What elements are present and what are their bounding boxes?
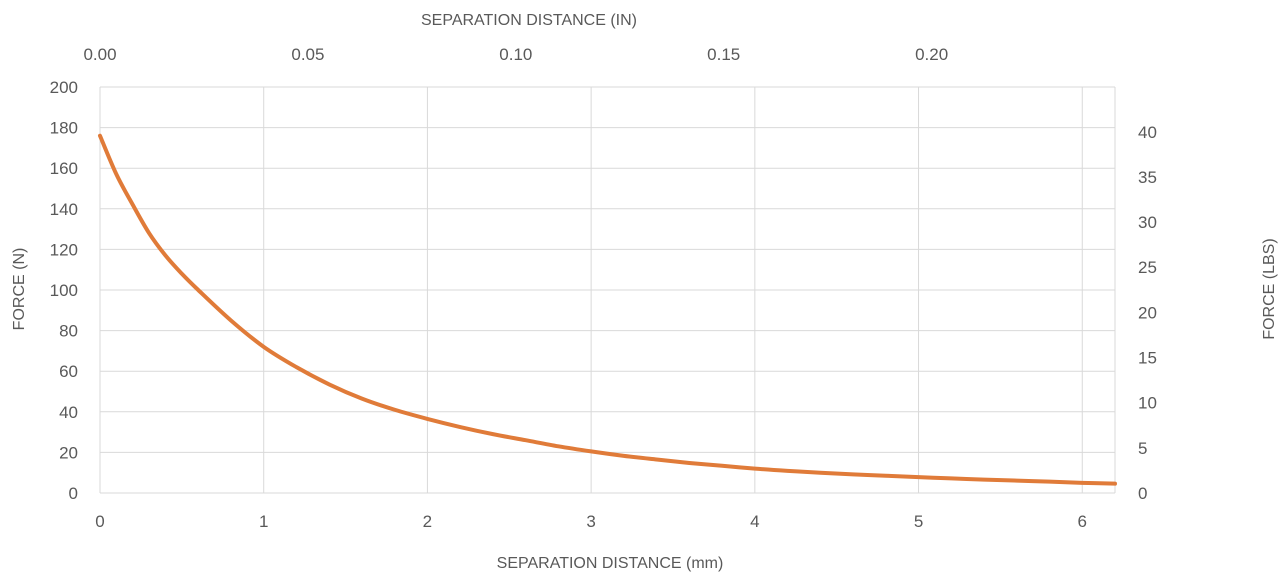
y-tick-label-9: 180 [50,119,78,138]
y2-tick-label-2: 10 [1138,394,1157,413]
y2-tick-label-5: 25 [1138,258,1157,277]
x-axis-title: SEPARATION DISTANCE (mm) [497,555,724,572]
x2-tick-label-3: 0.15 [707,45,740,64]
y-tick-label-0: 0 [69,484,78,503]
y2-axis-ticks: 0 5 10 15 20 25 30 35 40 [1138,123,1157,503]
y-tick-label-5: 100 [50,281,78,300]
y-tick-label-6: 120 [50,240,78,259]
x-tick-label-6: 6 [1078,512,1087,531]
y2-tick-label-8: 40 [1138,123,1157,142]
x-tick-label-0: 0 [95,512,104,531]
y2-tick-label-7: 35 [1138,168,1157,187]
y-axis-ticks: 0 20 40 60 80 100 120 140 160 180 200 [50,78,78,503]
x2-tick-label-1: 0.05 [291,45,324,64]
x2-tick-label-2: 0.10 [499,45,532,64]
y-tick-label-7: 140 [50,200,78,219]
y-tick-label-10: 200 [50,78,78,97]
series-layer [98,133,1117,486]
x-tick-label-3: 3 [586,512,595,531]
y2-tick-label-6: 30 [1138,213,1157,232]
y2-tick-label-0: 0 [1138,484,1147,503]
x2-axis-title: SEPARATION DISTANCE (IN) [421,12,637,29]
x2-axis-ticks: 0.00 0.05 0.10 0.15 0.20 [83,45,948,64]
gridlines [100,86,1115,493]
y2-tick-label-1: 5 [1138,439,1147,458]
x-tick-label-2: 2 [423,512,432,531]
y-axis-title: FORCE (N) [11,248,28,331]
y2-tick-label-4: 20 [1138,303,1157,322]
y-tick-label-8: 160 [50,159,78,178]
y2-axis-title: FORCE (LBS) [1261,238,1278,339]
y-tick-label-1: 20 [59,443,78,462]
y-tick-label-3: 60 [59,362,78,381]
series-line-0 [98,133,1117,486]
y2-tick-label-3: 15 [1138,349,1157,368]
plot-area [99,87,1116,494]
x-tick-label-4: 4 [750,512,759,531]
x-tick-label-5: 5 [914,512,923,531]
x2-tick-label-0: 0.00 [83,45,116,64]
y-tick-label-2: 40 [59,403,78,422]
x-tick-label-1: 1 [259,512,268,531]
y-tick-label-4: 80 [59,322,78,341]
x-axis-ticks: 0 1 2 3 4 5 6 [95,512,1087,531]
x2-tick-label-4: 0.20 [915,45,948,64]
